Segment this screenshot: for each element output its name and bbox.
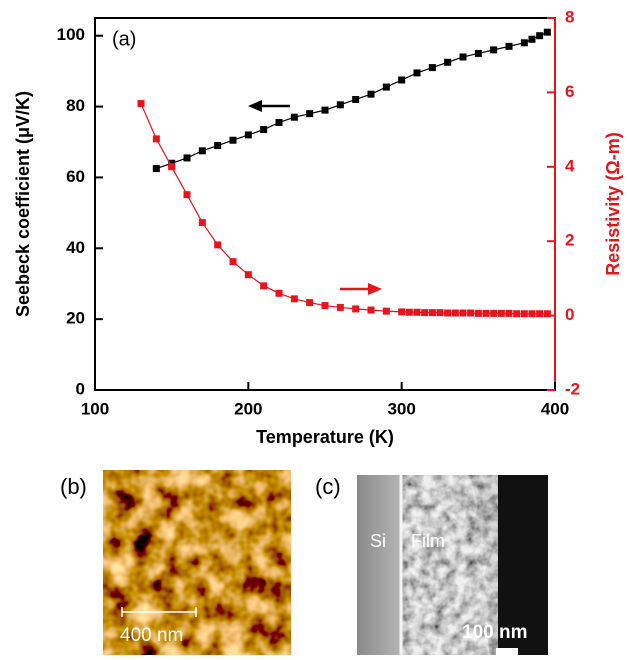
data-point: [528, 310, 536, 318]
data-point: [520, 310, 528, 318]
y2-axis-label: Resistivity (Ω-m): [603, 132, 623, 275]
data-point: [214, 241, 222, 249]
plot-frame: [94, 17, 556, 391]
data-point: [520, 39, 528, 47]
data-point: [497, 309, 505, 317]
data-point: [413, 69, 421, 77]
data-point: [183, 154, 191, 162]
data-point: [214, 142, 222, 150]
data-point: [336, 303, 344, 311]
x-axis-label: Temperature (K): [256, 427, 394, 447]
y2-tick-label: 8: [565, 7, 574, 26]
panel-label: (c): [315, 474, 341, 499]
data-point: [505, 42, 513, 50]
data-point: [152, 135, 160, 143]
series-line: [140, 103, 548, 315]
data-point: [459, 53, 467, 61]
y-tick-label: 100: [57, 25, 85, 44]
data-point: [467, 309, 475, 317]
data-point: [198, 219, 206, 227]
data-point: [398, 76, 406, 84]
series-line: [156, 31, 548, 170]
data-point: [152, 165, 160, 173]
x-tick-label: 100: [81, 399, 109, 418]
data-point: [543, 310, 551, 318]
data-point: [413, 308, 421, 316]
data-point: [275, 119, 283, 127]
data-point: [229, 258, 237, 266]
data-point: [198, 147, 206, 155]
y-tick-label: 0: [76, 379, 85, 398]
data-point: [444, 309, 452, 317]
data-point: [244, 131, 252, 139]
y2-tick-label: 6: [565, 82, 574, 101]
panel-label: (a): [112, 28, 136, 50]
y-tick-label: 20: [66, 309, 85, 328]
y2-tick-label: 0: [565, 305, 574, 324]
scale-bar-label: 400 nm: [120, 625, 183, 646]
data-point: [352, 305, 360, 313]
data-point: [490, 46, 498, 54]
data-point: [229, 136, 237, 144]
afm-image: [103, 470, 291, 655]
x-tick-label: 400: [541, 399, 569, 418]
y-tick-label: 80: [66, 96, 85, 115]
data-point: [536, 32, 544, 40]
data-point: [543, 28, 551, 36]
data-point: [474, 309, 482, 317]
data-point: [367, 90, 375, 98]
data-point: [352, 95, 360, 103]
data-point: [321, 302, 329, 310]
data-point: [382, 83, 390, 91]
data-point: [444, 58, 452, 66]
x-tick-label: 200: [234, 399, 262, 418]
data-point: [244, 271, 252, 279]
data-point: [367, 306, 375, 314]
sem-image: [357, 475, 548, 655]
y-axis-label: Seebeck coefficient (μV/K): [13, 91, 33, 317]
data-point: [260, 126, 268, 134]
region-label: Film: [411, 531, 445, 551]
panel-label: (b): [60, 474, 87, 499]
data-point: [505, 309, 513, 317]
data-point: [382, 307, 390, 315]
data-point: [260, 282, 268, 290]
data-point: [183, 191, 191, 199]
data-point: [137, 100, 145, 108]
x-tick-label: 300: [387, 399, 415, 418]
data-point: [528, 35, 536, 43]
data-point: [306, 110, 314, 118]
y2-tick-label: 4: [565, 156, 575, 175]
data-point: [290, 113, 298, 121]
region-label: Si: [370, 531, 386, 551]
data-point: [536, 310, 544, 318]
y-tick-label: 40: [66, 238, 85, 257]
data-point: [428, 64, 436, 72]
data-point: [428, 309, 436, 317]
data-point: [421, 309, 429, 317]
y2-tick-label: -2: [565, 379, 580, 398]
data-point: [513, 310, 521, 318]
arrow-right: [340, 283, 382, 295]
data-point: [168, 159, 176, 167]
data-point: [451, 309, 459, 317]
data-point: [321, 106, 329, 114]
y-tick-label: 60: [66, 167, 85, 186]
scale-bar-label: 100 nm: [462, 622, 527, 643]
data-point: [168, 163, 176, 171]
data-point: [336, 101, 344, 109]
data-point: [490, 309, 498, 317]
data-point: [436, 309, 444, 317]
data-point: [275, 289, 283, 297]
data-point: [459, 309, 467, 317]
data-point: [482, 309, 490, 317]
data-point: [398, 308, 406, 316]
data-point: [405, 308, 413, 316]
data-point: [474, 49, 482, 57]
y2-tick-label: 2: [565, 231, 574, 250]
data-point: [290, 295, 298, 303]
arrow-left: [248, 100, 290, 112]
data-point: [306, 299, 314, 307]
